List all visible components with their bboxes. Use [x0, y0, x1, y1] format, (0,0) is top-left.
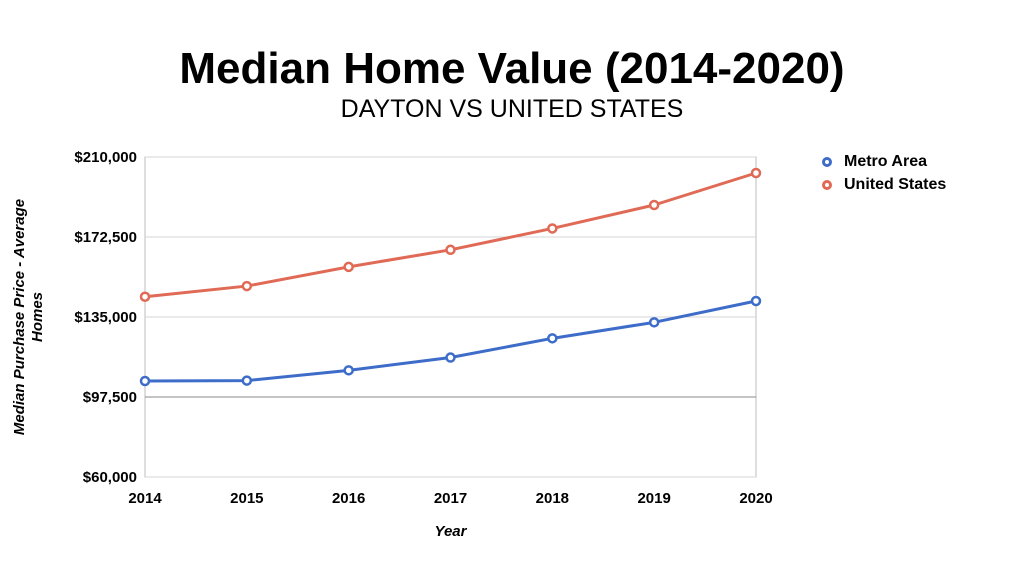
data-point — [750, 167, 762, 179]
legend-label: United States — [844, 175, 947, 193]
series-line-1 — [144, 171, 757, 299]
x-tick-label: 2015 — [230, 490, 263, 507]
legend-label: Metro Area — [844, 152, 927, 170]
chart-legend: Metro Area United States — [822, 150, 946, 196]
data-point — [750, 295, 762, 307]
data-point — [445, 244, 456, 256]
data-point — [445, 352, 456, 363]
y-axis-title: Median Purchase Price - AverageHomes — [11, 199, 46, 435]
data-point — [343, 261, 354, 273]
y-tick-label: $97,500 — [83, 389, 137, 406]
x-tick-label: 2019 — [637, 490, 670, 507]
x-tick-label: 2016 — [332, 490, 365, 507]
chart-subtitle: DAYTON VS UNITED STATES — [340, 95, 684, 123]
x-tick-label: 2017 — [434, 490, 467, 507]
legend-item: Metro Area — [822, 150, 946, 173]
y-tick-label: $60,000 — [83, 469, 137, 486]
data-point — [648, 199, 660, 211]
x-axis-title: Year — [435, 523, 468, 540]
chart-title: Median Home Value (2014-2020) — [179, 44, 845, 93]
data-point — [139, 291, 151, 302]
data-point — [241, 375, 253, 386]
data-point — [241, 280, 253, 292]
x-tick-label: 2020 — [739, 490, 772, 507]
legend-item: United States — [822, 173, 946, 196]
series-line-0 — [144, 299, 757, 383]
data-point — [547, 223, 558, 234]
data-point — [648, 317, 660, 328]
x-tick-label: 2014 — [128, 490, 162, 507]
data-point — [343, 365, 354, 376]
data-point — [139, 375, 151, 387]
y-tick-label: $210,000 — [74, 149, 137, 166]
y-tick-label: $172,500 — [74, 229, 137, 246]
legend-marker-icon — [822, 179, 832, 190]
data-point — [547, 333, 558, 344]
y-tick-label: $135,000 — [74, 309, 137, 326]
legend-marker-icon — [822, 156, 832, 167]
x-tick-label: 2018 — [536, 490, 569, 507]
